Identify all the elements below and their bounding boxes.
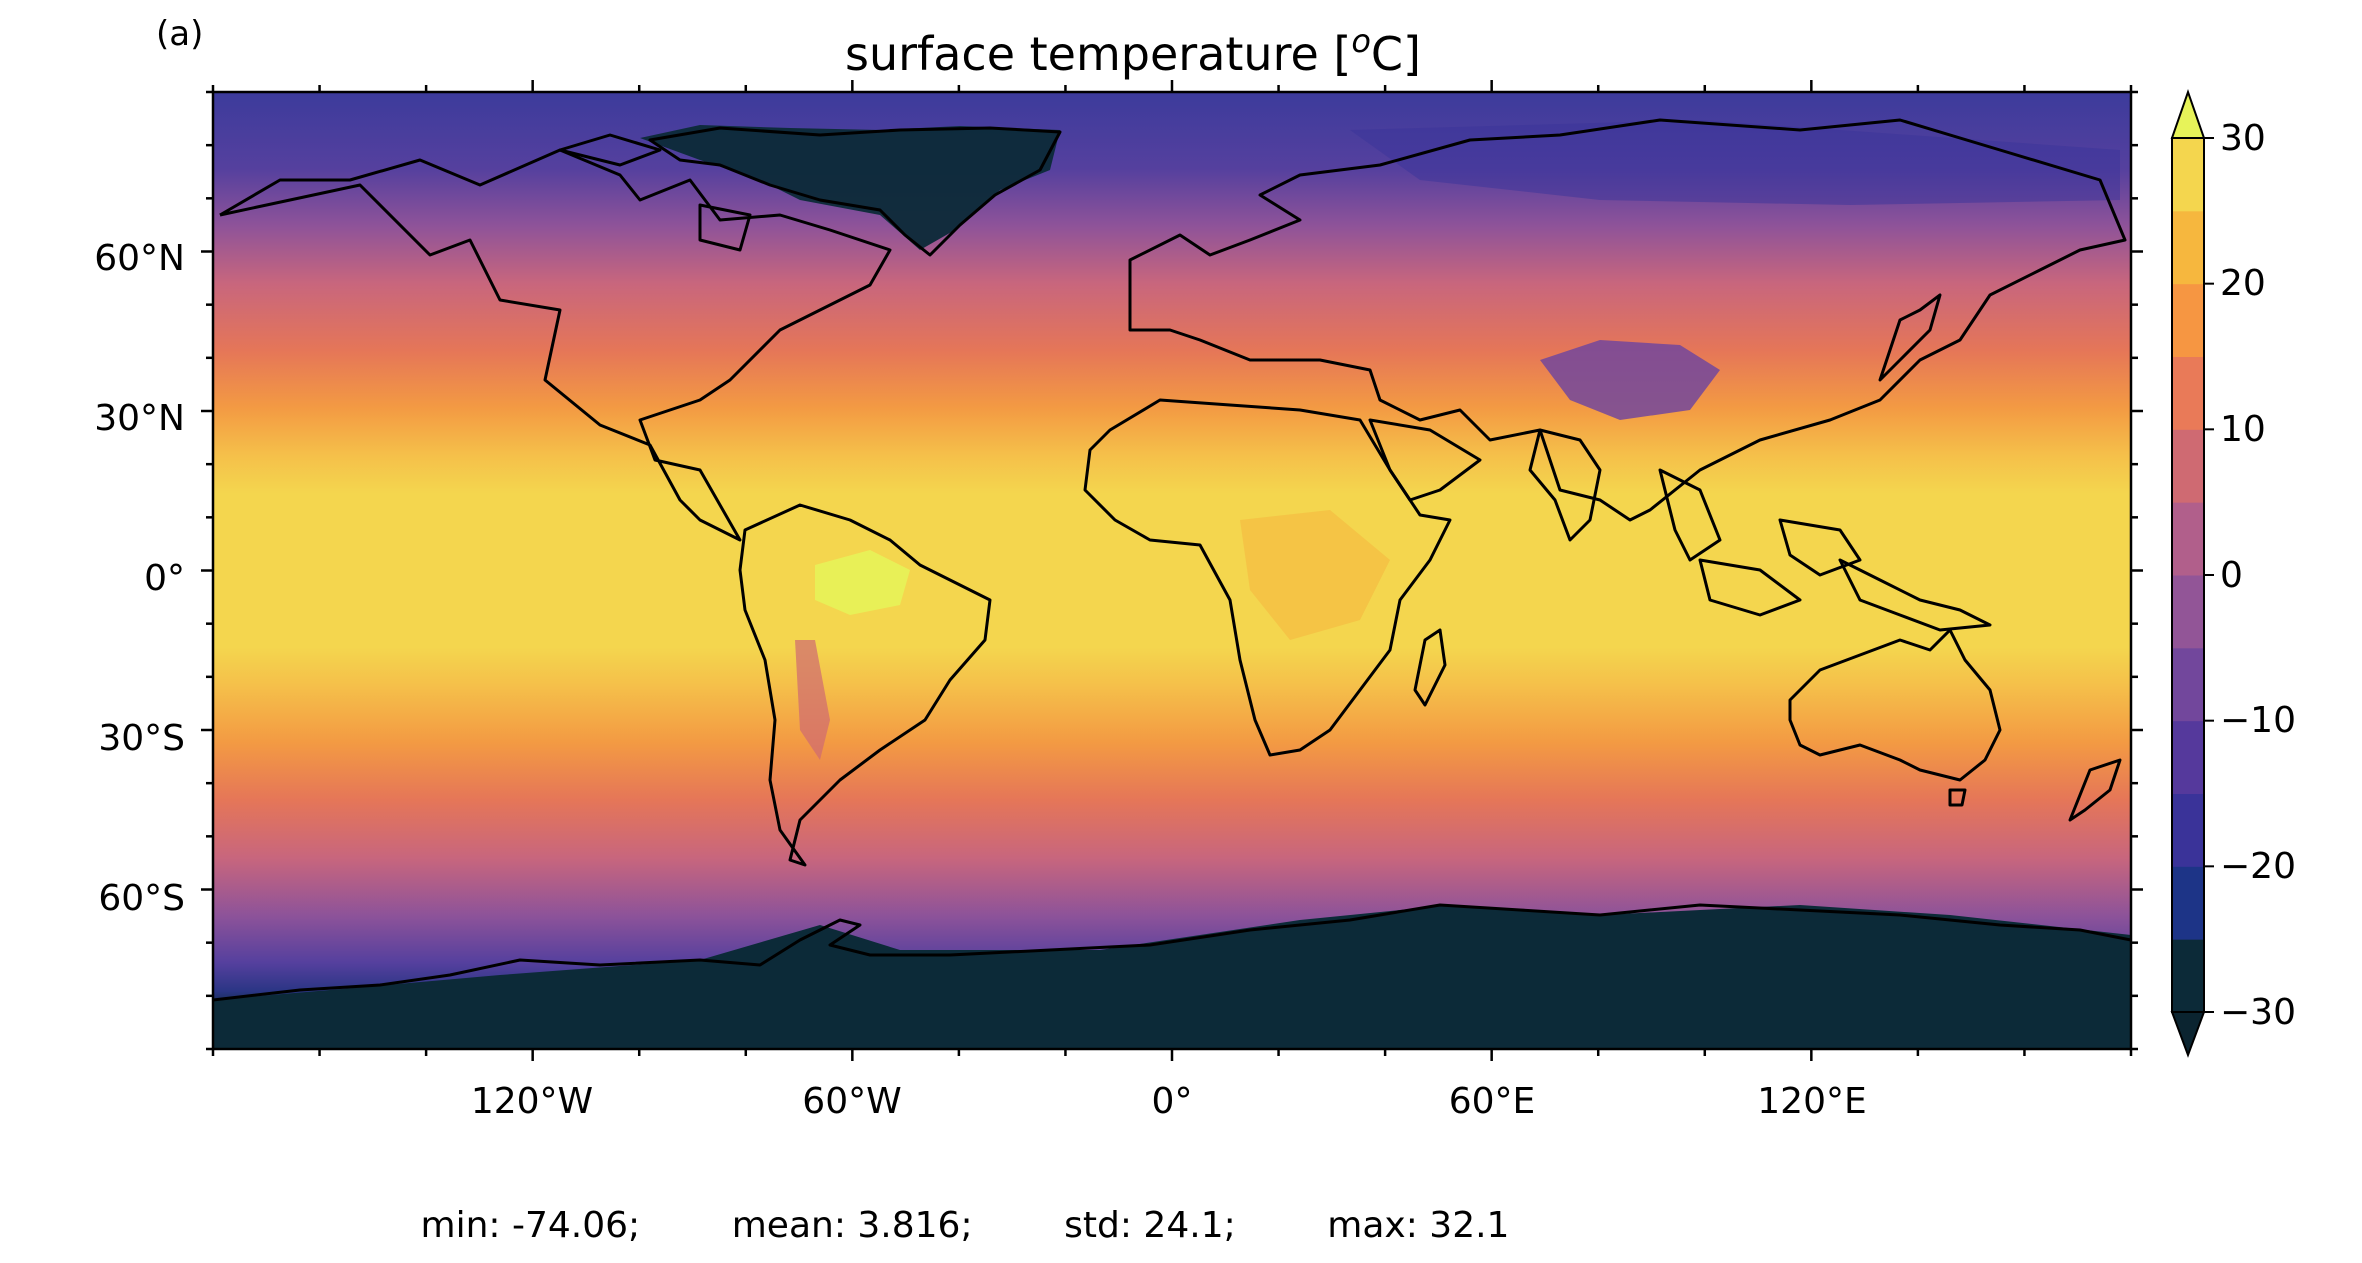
stat-max: max: 32.1 — [1327, 1205, 1510, 1246]
panel-label: (a) — [156, 14, 204, 54]
colorbar-level-block — [2172, 138, 2204, 212]
colorbar-tick-label: 10 — [2220, 409, 2266, 450]
y-tick-label: 60°N — [94, 238, 185, 279]
x-tick-label: 120°E — [1757, 1081, 1866, 1122]
stat-std: std: 24.1; — [1064, 1205, 1236, 1246]
temperature-field — [213, 92, 2131, 1049]
x-tick-labels: 120°W 60°W 0° 60°E 120°E — [471, 1081, 1867, 1122]
y-tick-label: 0° — [144, 558, 185, 599]
y-tick-label: 30°N — [94, 398, 185, 439]
y-tick-labels: 60°N 30°N 0° 30°S 60°S — [94, 238, 185, 919]
y-tick-label: 30°S — [98, 718, 185, 759]
colorbar-level-block — [2172, 502, 2204, 576]
axis-ticks — [201, 80, 2143, 1061]
colorbar-tick-label: 30 — [2220, 118, 2266, 159]
colorbar-level-block — [2172, 210, 2204, 285]
x-tick-label: 60°W — [802, 1081, 901, 1122]
colorbar-level-block — [2172, 866, 2204, 940]
colorbar-level-block — [2172, 939, 2204, 1013]
y-tick-label: 60°S — [98, 878, 185, 919]
colorbar-level-block — [2172, 793, 2204, 867]
colorbar-level-block — [2172, 356, 2204, 430]
statistics-line: min: -74.06; mean: 3.816; std: 24.1; max… — [0, 1205, 1930, 1246]
colorbar-level-block — [2172, 429, 2204, 503]
colorbar-tick-label: 0 — [2220, 555, 2243, 596]
colorbar-level-block — [2172, 575, 2204, 649]
colorbar-tick-label: −20 — [2220, 846, 2296, 887]
x-tick-label: 60°E — [1449, 1081, 1536, 1122]
stat-min: min: -74.06; — [420, 1205, 641, 1246]
colorbar-tick-label: −10 — [2220, 700, 2296, 741]
colorbar-level-block — [2172, 283, 2204, 357]
map-title: surface temperature [oC] — [845, 22, 1421, 81]
colorbar-extend-min — [2170, 1011, 2206, 1058]
stat-mean: mean: 3.816; — [731, 1205, 973, 1246]
colorbar-tick-label: 20 — [2220, 263, 2266, 304]
colorbar-level-block — [2172, 647, 2204, 722]
colorbar-extend-max — [2170, 88, 2206, 139]
coastlines — [213, 118, 2131, 1002]
colorbar-tick-label: −30 — [2220, 992, 2296, 1033]
x-tick-label: 120°W — [471, 1081, 593, 1122]
colorbar-level-block — [2172, 720, 2204, 794]
x-tick-label: 0° — [1152, 1081, 1193, 1122]
colorbar: 30 20 10 0 −10 −20 −30 — [2170, 88, 2296, 1058]
